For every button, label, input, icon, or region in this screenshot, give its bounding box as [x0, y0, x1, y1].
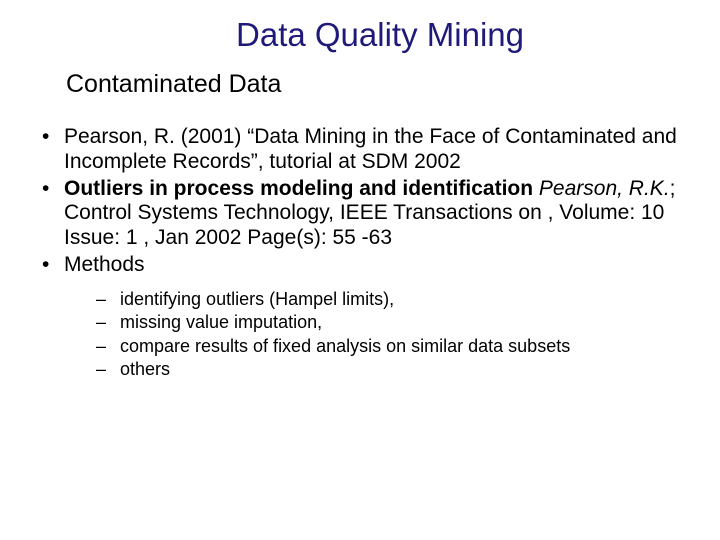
- bullet-item: Outliers in process modeling and identif…: [36, 177, 684, 251]
- slide-subtitle: Contaminated Data: [66, 70, 684, 99]
- slide-title: Data Quality Mining: [76, 16, 684, 54]
- dash-item: identifying outliers (Hampel limits),: [64, 288, 684, 311]
- bullet-item: Methods identifying outliers (Hampel lim…: [36, 253, 684, 381]
- bullet-list: Pearson, R. (2001) “Data Mining in the F…: [36, 125, 684, 381]
- bullet-italic: Pearson, R.K.: [539, 177, 670, 200]
- bullet-text: Pearson, R. (2001) “Data Mining in the F…: [64, 125, 677, 173]
- dash-item: others: [64, 358, 684, 381]
- bullet-bold: Outliers in process modeling and identif…: [64, 177, 533, 200]
- dash-list: identifying outliers (Hampel limits), mi…: [64, 288, 684, 381]
- dash-item: missing value imputation,: [64, 311, 684, 334]
- dash-item: compare results of fixed analysis on sim…: [64, 335, 684, 358]
- bullet-item: Pearson, R. (2001) “Data Mining in the F…: [36, 125, 684, 175]
- bullet-text: Methods: [64, 253, 145, 276]
- slide-container: { "title": { "text": "Data Quality Minin…: [0, 0, 720, 540]
